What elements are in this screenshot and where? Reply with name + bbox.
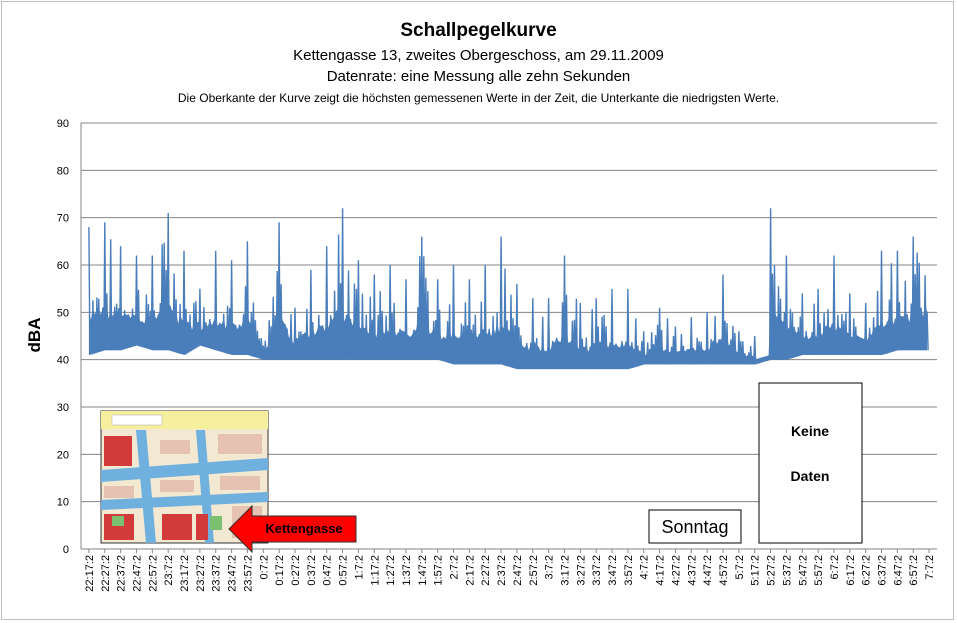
y-tick-label: 90 (57, 118, 69, 130)
x-tick-label: 0:27:2 (290, 555, 302, 586)
x-tick-label: 23:37:2 (211, 555, 223, 592)
x-tick-label: 4:17:2 (655, 555, 667, 586)
x-tick-label: 22:27:2 (100, 555, 112, 592)
x-tick-label: 5:37:2 (781, 555, 793, 586)
x-tick-label: 3:27:2 (575, 555, 587, 586)
y-tick-label: 0 (63, 544, 69, 556)
y-axis-label: dBA (25, 318, 44, 353)
x-tick-label: 3:17:2 (559, 555, 571, 586)
y-tick-label: 50 (57, 307, 69, 319)
y-tick-label: 20 (57, 449, 69, 461)
series-line (88, 208, 929, 370)
x-tick-label: 6:27:2 (861, 555, 873, 586)
x-tick-label: 23:27:2 (195, 555, 207, 592)
kettengasse-label: Kettengasse (265, 521, 342, 536)
y-tick-label: 10 (57, 497, 69, 509)
sunday-label: Sonntag (661, 517, 728, 537)
x-tick-label: 4:7:2 (639, 555, 651, 579)
y-tick-label: 30 (57, 402, 69, 414)
x-tick-label: 3:7:2 (544, 555, 556, 579)
x-tick-label: 1:37:2 (401, 555, 413, 586)
x-tick-label: 4:47:2 (702, 555, 714, 586)
chart-subtitle-3: Die Oberkante der Kurve zeigt die höchst… (177, 91, 780, 105)
x-tick-label: 23:17:2 (179, 555, 191, 592)
x-tick-label: 5:17:2 (750, 555, 762, 586)
no-data-line2: Daten (791, 468, 830, 484)
x-tick-label: 0:7:2 (258, 555, 270, 579)
x-tick-label: 2:47:2 (512, 555, 524, 586)
chart-subtitle-2: Datenrate: eine Messung alle zehn Sekund… (326, 68, 631, 85)
sunday-box: Sonntag (648, 509, 742, 544)
x-tick-label: 0:17:2 (274, 555, 286, 586)
x-tick-label: 1:27:2 (385, 555, 397, 586)
x-tick-label: 4:57:2 (718, 555, 730, 586)
x-tick-label: 4:37:2 (686, 555, 698, 586)
x-tick-label: 3:57:2 (623, 555, 635, 586)
x-tick-label: 6:7:2 (829, 555, 841, 579)
x-tick-label: 0:57:2 (338, 555, 350, 586)
x-tick-label: 23:57:2 (242, 555, 254, 592)
x-tick-label: 1:7:2 (353, 555, 365, 579)
x-tick-label: 1:17:2 (369, 555, 381, 586)
x-tick-label: 22:47:2 (131, 555, 143, 592)
chart-subtitle-1: Kettengasse 13, zweites Obergeschoss, am… (293, 47, 664, 64)
chart-title: Schallpegelkurve (400, 20, 557, 41)
x-tick-label: 5:57:2 (813, 555, 825, 586)
x-tick-label: 5:47:2 (797, 555, 809, 586)
y-tick-label: 80 (57, 165, 69, 177)
x-tick-label: 22:37:2 (116, 555, 128, 592)
x-tick-label: 2:7:2 (449, 555, 461, 579)
y-tick-label: 60 (57, 260, 69, 272)
x-tick-label: 6:57:2 (908, 555, 920, 586)
kettengasse-arrow: Kettengasse (228, 504, 357, 554)
x-tick-label: 5:7:2 (734, 555, 746, 579)
x-tick-label: 2:27:2 (480, 555, 492, 586)
no-data-box: Keine Daten (758, 382, 863, 544)
x-tick-label: 22:57:2 (147, 555, 159, 592)
x-tick-label: 3:37:2 (591, 555, 603, 586)
x-tick-label: 6:37:2 (877, 555, 889, 586)
x-tick-label: 7:7:2 (924, 555, 936, 579)
x-tick-label: 2:17:2 (464, 555, 476, 586)
x-tick-label: 1:47:2 (417, 555, 429, 586)
x-tick-label: 4:27:2 (670, 555, 682, 586)
x-tick-label: 1:57:2 (433, 555, 445, 586)
x-tick-label: 6:47:2 (892, 555, 904, 586)
x-tick-label: 3:47:2 (607, 555, 619, 586)
x-tick-label: 0:37:2 (306, 555, 318, 586)
y-tick-label: 40 (57, 355, 69, 367)
x-tick-label: 22:17:2 (84, 555, 96, 592)
x-tick-label: 0:47:2 (322, 555, 334, 586)
x-tick-label: 2:37:2 (496, 555, 508, 586)
no-data-line1: Keine (791, 423, 829, 439)
x-tick-label: 5:27:2 (766, 555, 778, 586)
x-tick-label: 2:57:2 (528, 555, 540, 586)
y-tick-label: 70 (57, 213, 69, 225)
x-tick-label: 23:7:2 (163, 555, 175, 586)
x-tick-label: 6:17:2 (845, 555, 857, 586)
x-tick-label: 23:47:2 (227, 555, 239, 592)
